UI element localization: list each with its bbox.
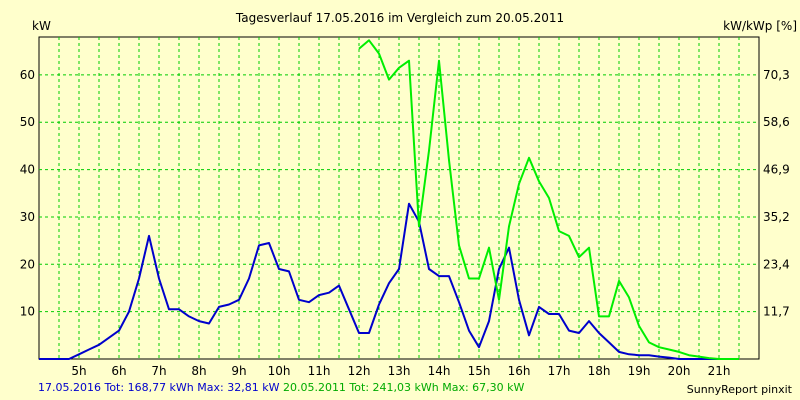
y-axis-right: 11,7 23,4 35,2 46,9 58,6 70,3	[763, 68, 790, 319]
y-tick-label: 30	[20, 210, 35, 224]
grid	[39, 37, 759, 359]
x-tick-label: 6h	[111, 364, 126, 378]
y-right-tick-label: 46,9	[763, 163, 790, 177]
x-tick-label: 12h	[348, 364, 371, 378]
series-line	[39, 202, 719, 360]
x-tick-label: 20h	[668, 364, 691, 378]
y-tick-label: 60	[20, 68, 35, 82]
legend-2016: 17.05.2016 Tot: 168,77 kWh Max: 32,81 kW	[38, 381, 280, 394]
y-right-tick-label: 23,4	[763, 257, 790, 271]
series-line	[358, 39, 739, 360]
x-tick-label: 10h	[268, 364, 291, 378]
x-tick-label: 21h	[708, 364, 731, 378]
footer-summary: 17.05.2016 Tot: 168,77 kWh Max: 32,81 kW…	[38, 381, 524, 394]
plot-area	[38, 36, 760, 360]
x-tick-label: 18h	[588, 364, 611, 378]
chart-title: Tagesverlauf 17.05.2016 im Vergleich zum…	[235, 11, 564, 25]
y-right-tick-label: 11,7	[763, 305, 790, 319]
y-right-tick-label: 35,2	[763, 210, 790, 224]
x-tick-label: 14h	[428, 364, 451, 378]
x-axis: 5h 6h 7h 8h 9h 10h 11h 12h 13h 14h 15h 16h 17h 18h 19h…	[71, 364, 730, 378]
x-tick-label: 8h	[191, 364, 206, 378]
y-right-tick-label: 58,6	[763, 115, 790, 129]
x-tick-label: 11h	[308, 364, 331, 378]
x-tick-label: 15h	[468, 364, 491, 378]
x-tick-label: 17h	[548, 364, 571, 378]
y-tick-label: 10	[20, 305, 35, 319]
y-axis-left: 10 20 30 40 50 60	[20, 68, 35, 319]
x-tick-label: 16h	[508, 364, 531, 378]
legend-2011: 20.05.2011 Tot: 241,03 kWh Max: 67,30 kW	[282, 381, 525, 394]
y-tick-label: 20	[20, 257, 35, 271]
y-tick-label: 50	[20, 115, 35, 129]
y-tick-label: 40	[20, 163, 35, 177]
brand-label: SunnyReport pinxit	[686, 383, 792, 396]
y-axis-right-label: kW/kWp [%]	[723, 19, 797, 33]
x-tick-label: 7h	[151, 364, 166, 378]
y-right-tick-label: 70,3	[763, 68, 790, 82]
y-axis-left-label: kW	[32, 19, 51, 33]
x-tick-label: 9h	[231, 364, 246, 378]
x-tick-label: 5h	[71, 364, 86, 378]
series-layer	[39, 39, 739, 360]
x-tick-label: 19h	[628, 364, 651, 378]
x-tick-label: 13h	[388, 364, 411, 378]
